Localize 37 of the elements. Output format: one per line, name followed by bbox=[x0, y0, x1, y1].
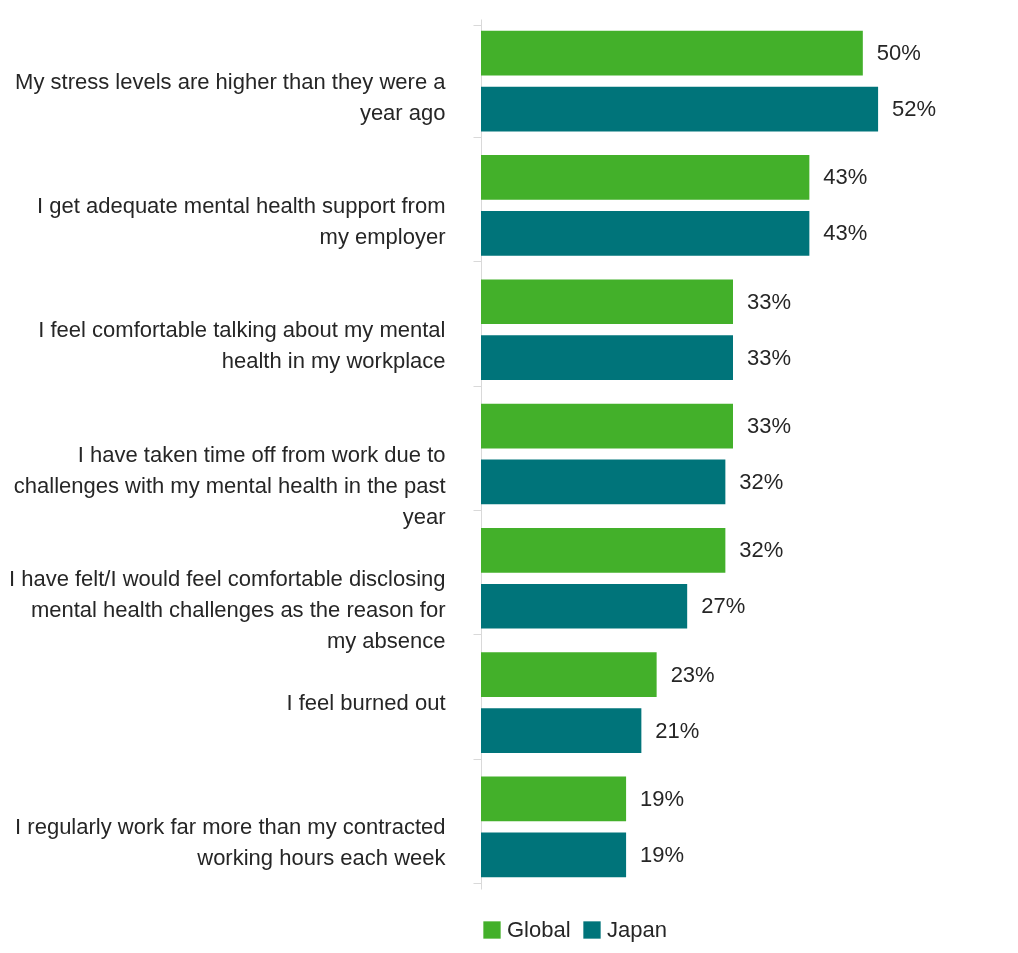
bar bbox=[481, 708, 642, 753]
data-label: 50% bbox=[876, 40, 921, 66]
data-label: 27% bbox=[701, 593, 746, 619]
bar bbox=[481, 86, 879, 132]
y-tick-label: I have taken time off from work due to challenges with my mental health in the past year bbox=[13, 441, 446, 529]
bar bbox=[481, 335, 733, 381]
bar bbox=[481, 832, 627, 878]
data-label: 19% bbox=[640, 841, 685, 867]
bar bbox=[481, 776, 627, 822]
bar bbox=[481, 652, 657, 697]
bar bbox=[481, 211, 810, 256]
data-label: 43% bbox=[823, 220, 868, 246]
y-tick-label: My stress levels are higher than they were a year ago bbox=[15, 68, 447, 125]
bar bbox=[481, 527, 726, 573]
bar bbox=[481, 583, 688, 629]
y-tick-label: I regularly work far more than my contracted working hours each week bbox=[15, 814, 447, 871]
data-label: 19% bbox=[640, 785, 685, 811]
bar bbox=[481, 459, 726, 505]
data-label: 43% bbox=[823, 164, 868, 190]
data-label: 32% bbox=[739, 537, 784, 563]
data-label: 21% bbox=[655, 717, 700, 743]
data-label: 23% bbox=[670, 661, 715, 687]
data-label: 33% bbox=[747, 288, 792, 314]
data-label: 33% bbox=[747, 344, 792, 370]
data-label: 33% bbox=[747, 413, 792, 439]
bar bbox=[481, 155, 810, 200]
bar bbox=[481, 30, 863, 76]
y-tick-label: I get adequate mental health support from my employer bbox=[37, 192, 446, 249]
legend-label: Japan bbox=[607, 917, 667, 942]
data-label: 52% bbox=[892, 96, 937, 122]
data-label: 32% bbox=[739, 468, 784, 494]
legend-label: Global bbox=[507, 917, 571, 942]
y-tick-label: I feel burned out bbox=[286, 690, 446, 716]
y-tick-label: I have felt/I would feel comfortable disclosing mental health challenges as the reason for my absence bbox=[8, 565, 446, 653]
y-tick-label: I feel comfortable talking about my mental health in my workplace bbox=[38, 317, 446, 374]
bar bbox=[481, 403, 733, 449]
bar bbox=[481, 279, 733, 325]
